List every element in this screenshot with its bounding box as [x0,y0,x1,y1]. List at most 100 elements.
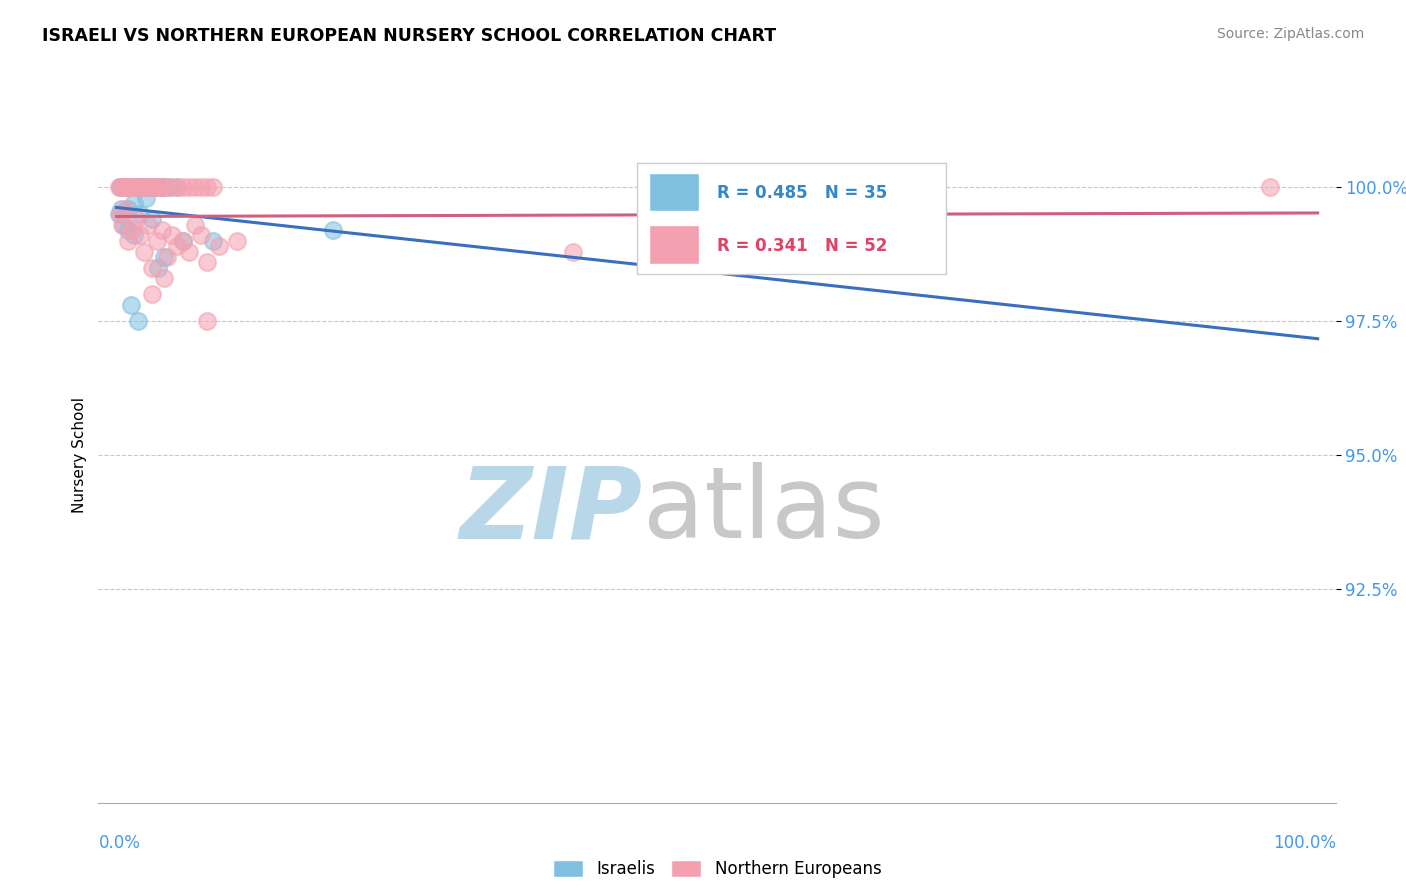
Point [127,180,149,194]
Point [124,180,146,194]
Point [111,218,134,232]
Point [150,180,173,194]
Point [143,180,166,194]
Text: ZIP: ZIP [460,462,643,559]
Point [561,244,583,259]
Point [124,212,146,227]
Y-axis label: Nursery School: Nursery School [72,397,87,513]
Point [117,180,139,194]
Text: atlas: atlas [643,462,884,559]
Point [183,180,205,194]
Point [124,228,146,243]
Point [129,228,152,243]
Point [117,234,139,248]
Point [143,180,166,194]
Point [127,314,149,328]
Point [124,196,146,211]
Point [207,239,229,253]
Point [141,260,163,275]
Point [195,180,218,194]
Bar [650,226,699,263]
Point [225,234,247,248]
Point [156,250,179,264]
Point [322,223,344,237]
Point [139,180,162,194]
Point [115,180,138,194]
Point [139,180,162,194]
Point [129,180,152,194]
Point [111,180,134,194]
Point [127,180,149,194]
Text: 100.0%: 100.0% [1272,834,1336,852]
Point [141,212,163,227]
Point [129,207,152,221]
Point [153,271,176,285]
Point [135,180,157,194]
Point [153,180,176,194]
Text: ISRAELI VS NORTHERN EUROPEAN NURSERY SCHOOL CORRELATION CHART: ISRAELI VS NORTHERN EUROPEAN NURSERY SCH… [42,27,776,45]
Point [153,250,176,264]
Point [153,180,176,194]
Point [135,180,157,194]
Text: R = 0.485   N = 35: R = 0.485 N = 35 [717,184,887,202]
Point [117,180,139,194]
Point [166,180,188,194]
Point [166,180,188,194]
Point [172,180,194,194]
Point [195,314,218,328]
Point [120,180,142,194]
Point [117,223,139,237]
Point [201,180,224,194]
Point [172,234,194,248]
Point [160,228,183,243]
Point [112,180,135,194]
Point [190,180,212,194]
Point [115,180,138,194]
Point [166,239,188,253]
Point [110,180,132,194]
Legend: Israelis, Northern Europeans: Israelis, Northern Europeans [546,854,889,885]
Point [141,180,163,194]
Point [120,298,142,312]
Point [177,244,200,259]
Point [195,255,218,269]
Text: 0.0%: 0.0% [98,834,141,852]
Point [148,180,170,194]
Point [129,180,152,194]
Point [108,180,131,194]
Point [110,202,132,216]
Text: Source: ZipAtlas.com: Source: ZipAtlas.com [1216,27,1364,41]
Point [190,228,212,243]
Point [150,180,173,194]
Point [114,202,136,216]
Point [108,207,131,221]
Point [172,234,194,248]
Point [159,180,181,194]
Point [159,180,181,194]
Point [150,223,173,237]
Point [135,191,157,205]
Point [112,218,135,232]
Text: R = 0.341   N = 52: R = 0.341 N = 52 [717,237,887,255]
Point [121,223,143,237]
Point [132,180,155,194]
Point [146,234,169,248]
Point [148,260,170,275]
Point [132,180,155,194]
Point [136,218,159,232]
Point [1258,180,1281,194]
Point [108,180,131,194]
Point [132,244,155,259]
Point [117,202,139,216]
Point [120,180,142,194]
Point [141,180,163,194]
FancyBboxPatch shape [637,162,946,274]
Bar [650,173,699,211]
Point [148,180,170,194]
Point [177,180,200,194]
Point [124,180,146,194]
Point [108,207,131,221]
Point [183,218,205,232]
Point [141,287,163,301]
Point [201,234,224,248]
